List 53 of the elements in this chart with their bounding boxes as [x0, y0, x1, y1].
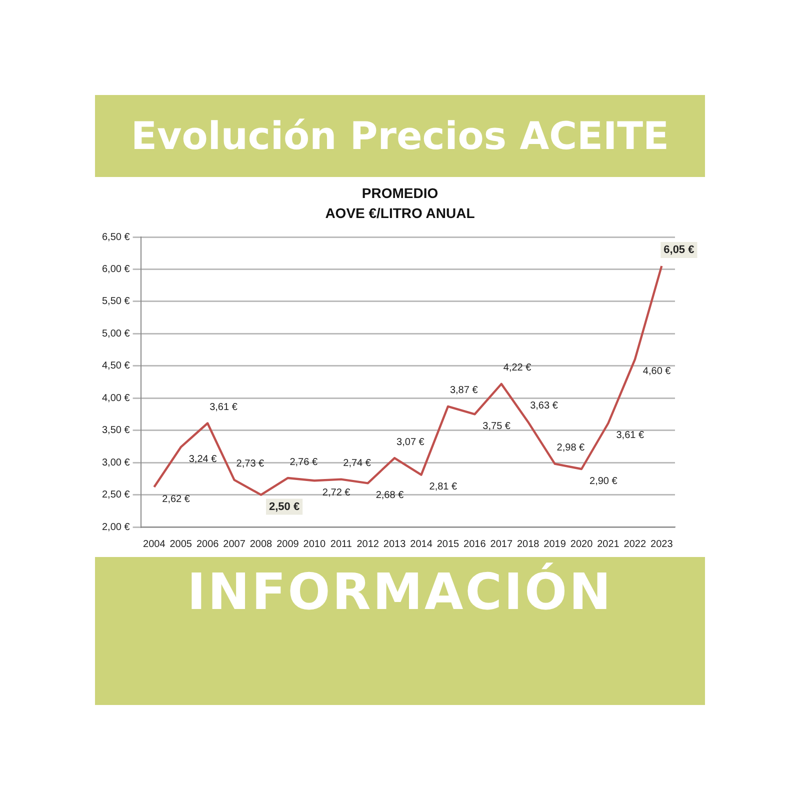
x-tick-label: 2019: [544, 538, 566, 550]
x-tick-label: 2004: [143, 538, 166, 550]
x-tick-label: 2018: [516, 538, 540, 550]
x-tick-label: 2013: [383, 538, 406, 550]
y-tick-label: 6,50 €: [102, 232, 130, 243]
data-label: 2,98 €: [556, 442, 586, 454]
data-label: 3,61 €: [210, 402, 238, 413]
data-label: 2,73 €: [236, 458, 265, 470]
x-tick-label: 2015: [436, 538, 460, 550]
y-tick-label: 6,00 €: [102, 264, 130, 275]
x-tick-label: 2022: [624, 538, 646, 550]
data-label: 4,60 €: [642, 366, 672, 378]
x-tick-label: 2008: [250, 538, 273, 550]
x-tick-label: 2011: [330, 538, 352, 550]
data-label: 3,07 €: [396, 436, 425, 448]
data-label: 4,22 €: [503, 362, 532, 374]
x-tick-label: 2005: [170, 538, 192, 550]
text: INFORMACIÓN: [186, 563, 614, 621]
x-tick-label: 2009: [276, 538, 300, 550]
x-tick-label: 2014: [410, 538, 433, 550]
x-tick-label: 2016: [464, 538, 486, 550]
data-label: 6,05 €: [664, 244, 694, 256]
data-label: 3,75 €: [482, 420, 511, 432]
data-label: 2,50 €: [268, 500, 300, 513]
data-label: 3,87 €: [450, 385, 478, 396]
data-label: 3,63 €: [530, 400, 558, 412]
y-tick-label: 2,00 €: [102, 522, 130, 533]
data-label: 2,81 €: [429, 482, 458, 493]
data-label: 2,74 €: [343, 458, 372, 470]
x-tick-label: 2010: [303, 538, 326, 550]
data-label: 2,72 €: [322, 487, 351, 498]
y-tick-label: 2,50 €: [102, 490, 130, 501]
x-tick-label: 2006: [196, 538, 220, 550]
y-tick-label: 3,00 €: [102, 457, 130, 468]
y-tick-label: 5,50 €: [102, 296, 130, 308]
y-tick-label: 3,50 €: [102, 425, 130, 436]
data-label: 2,68 €: [376, 490, 404, 501]
data-label: 3,61 €: [616, 430, 644, 441]
chart-title: Evolución Precios ACEITE: [130, 113, 670, 160]
y-tick-label: 4,50 €: [102, 360, 130, 372]
x-tick-label: 2023: [650, 538, 674, 550]
data-label: 2,62 €: [162, 494, 190, 505]
y-tick-label: 4,00 €: [102, 392, 130, 404]
data-label: 3,24 €: [188, 454, 218, 465]
data-label: 2,90 €: [590, 476, 618, 487]
x-tick-label: 2020: [570, 538, 594, 550]
data-label: 2,76 €: [290, 456, 318, 468]
x-tick-label: 2021: [597, 538, 620, 550]
x-tick-label: 2017: [490, 538, 513, 550]
y-tick-label: 5,00 €: [102, 328, 130, 340]
chart-subtitle: PROMEDIO AOVE €/LITRO ANUAL: [324, 184, 476, 223]
x-tick-label: 2012: [356, 538, 380, 550]
x-tick-label: 2007: [223, 538, 246, 550]
